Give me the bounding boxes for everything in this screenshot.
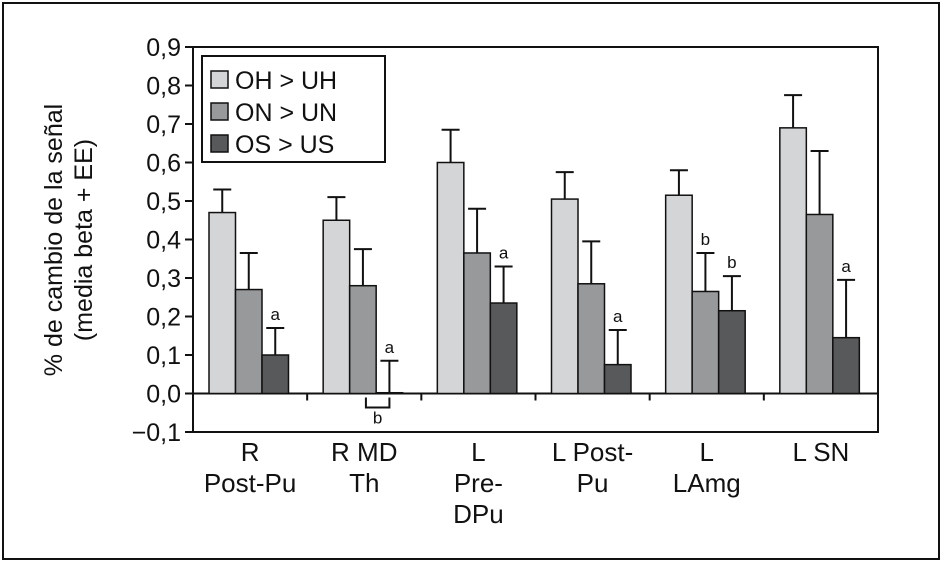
significance-label: a <box>385 338 395 357</box>
bar <box>234 288 263 395</box>
bar <box>603 363 632 395</box>
y-tick-label: 0,2 <box>146 304 181 332</box>
bar <box>832 336 861 395</box>
legend: OH > UH ON > UN OS > US <box>201 55 386 163</box>
legend-box <box>201 55 386 163</box>
category-label: L Pre-DPu <box>453 437 504 529</box>
bar <box>717 309 746 395</box>
category-label-line: Th <box>349 468 379 498</box>
category-label-line: LAmg <box>673 468 741 498</box>
significance-label: b <box>701 230 710 249</box>
category-label-line: R MD <box>331 437 397 467</box>
category-label-line: Post-Pu <box>204 468 297 498</box>
legend-label: OS > US <box>235 131 334 159</box>
bar <box>691 290 720 395</box>
bars-group: b a a a a b a b <box>208 94 861 428</box>
y-tick-label: 0,3 <box>146 265 181 293</box>
legend-label: ON > UN <box>235 99 337 127</box>
y-tick-label: 0,9 <box>146 34 181 62</box>
y-axis-title-line: (media beta + EE) <box>70 139 98 341</box>
y-axis: −0,1 0,0 0,1 0,2 0,3 0,4 0,5 0,6 0,7 0,8 0,9 <box>132 34 879 447</box>
significance-label: a <box>499 243 509 262</box>
category-label: R Post-Pu <box>204 437 297 498</box>
y-tick-label: 0,7 <box>146 111 181 139</box>
bar <box>550 198 579 395</box>
y-axis-title: % de cambio de la señal (media beta + EE) <box>40 104 98 376</box>
category-label-line: Pre- <box>454 468 503 498</box>
bar <box>322 219 351 395</box>
category-label-line: Pu <box>577 468 609 498</box>
bar <box>664 194 693 395</box>
bar <box>463 252 492 395</box>
category-label-line: L <box>700 437 714 467</box>
bar <box>577 283 606 395</box>
bar <box>348 284 377 395</box>
y-tick-label: 0,1 <box>146 342 181 370</box>
category-label: L SN <box>792 437 849 467</box>
y-tick-label: 0,4 <box>146 227 181 255</box>
category-label-line: L SN <box>792 437 849 467</box>
legend-swatch <box>210 134 229 153</box>
y-tick-label: 0,8 <box>146 73 181 101</box>
bar <box>375 391 404 395</box>
category-label-line: L <box>471 437 485 467</box>
legend-label: OH > UH <box>235 67 337 95</box>
y-tick-label: 0,5 <box>146 188 181 216</box>
y-tick-label: −0,1 <box>132 419 181 447</box>
bar <box>779 127 808 395</box>
significance-bracket-label: b <box>373 409 382 428</box>
significance-label: a <box>271 305 281 324</box>
bar <box>489 302 518 395</box>
legend-swatch <box>210 70 229 89</box>
bar <box>805 213 834 395</box>
significance-bracket <box>364 397 391 409</box>
bar <box>436 161 465 395</box>
significance-label: b <box>727 253 736 272</box>
significance-label: a <box>841 257 851 276</box>
bar <box>208 211 237 395</box>
y-tick-label: 0,0 <box>146 381 181 409</box>
category-label: L Post-Pu <box>552 437 633 498</box>
category-label-line: R <box>241 437 260 467</box>
legend-swatch <box>210 102 229 121</box>
category-label-line: DPu <box>453 499 504 529</box>
y-axis-title-line: % de cambio de la señal <box>40 104 68 376</box>
category-label-line: L Post- <box>552 437 633 467</box>
category-label: R MD Th <box>331 437 397 498</box>
significance-label: a <box>613 307 623 326</box>
bar <box>261 354 290 395</box>
category-label: L LAmg <box>673 437 741 498</box>
y-tick-label: 0,6 <box>146 150 181 178</box>
